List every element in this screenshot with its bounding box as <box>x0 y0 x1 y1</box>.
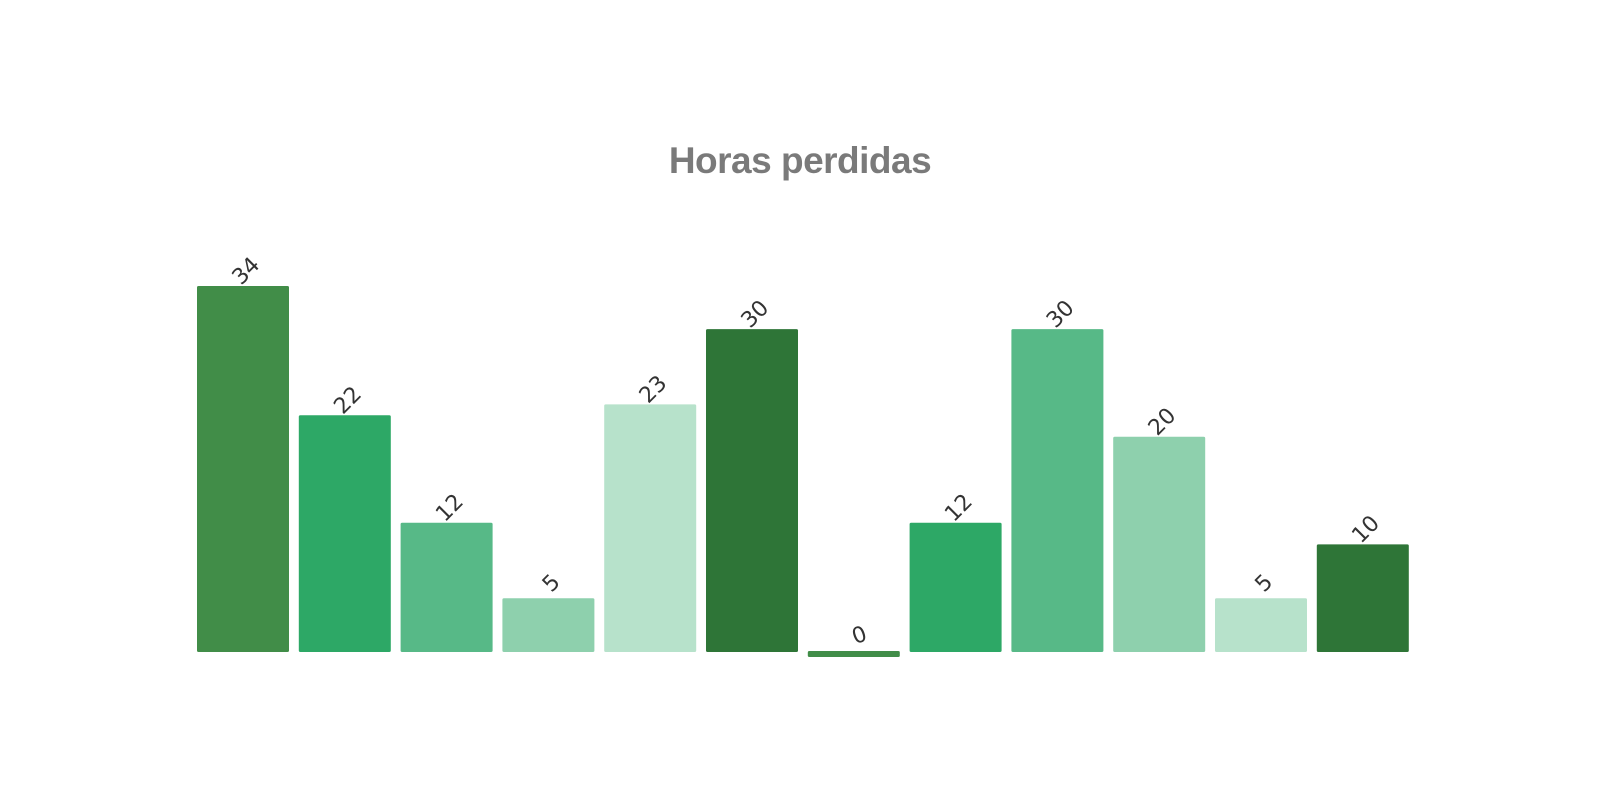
chart-title: Horas perdidas <box>668 140 932 181</box>
bar-12 <box>1316 544 1409 652</box>
bar-9 <box>1011 329 1104 652</box>
bar-7 <box>807 651 900 657</box>
bar-value-label-4: 5 <box>538 570 566 598</box>
bar-5 <box>604 404 697 652</box>
bar-value-label-3: 12 <box>431 489 468 526</box>
bar-value-label-5: 23 <box>635 371 672 408</box>
bar-value-label-7: 0 <box>849 622 871 650</box>
bar-3 <box>400 522 493 652</box>
bar-11 <box>1215 598 1307 652</box>
bar-6 <box>706 329 798 652</box>
bar-value-label-11: 5 <box>1251 570 1279 598</box>
bar-value-label-8: 12 <box>940 489 977 526</box>
bar-value-label-6: 30 <box>737 296 774 333</box>
bar-1 <box>197 286 289 652</box>
bar-8 <box>909 522 1002 652</box>
bar-value-label-10: 20 <box>1144 403 1181 440</box>
bar-10 <box>1113 436 1206 652</box>
bar-value-label-9: 30 <box>1042 296 1079 333</box>
bar-value-label-12: 10 <box>1347 511 1384 548</box>
bar-2 <box>298 415 391 652</box>
bar-value-label-2: 22 <box>329 382 366 419</box>
bar-value-label-1: 34 <box>228 253 265 290</box>
bar-4 <box>502 598 595 652</box>
